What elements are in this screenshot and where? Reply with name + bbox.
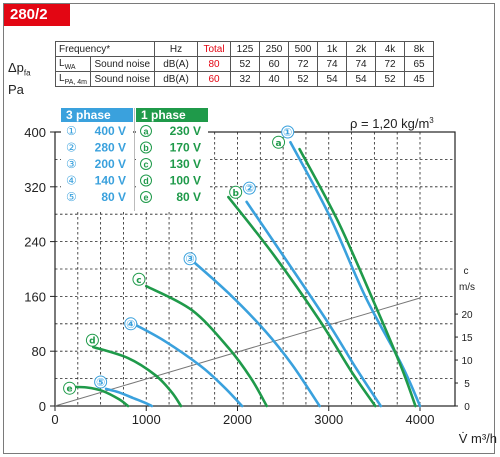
model-badge: 280/2 xyxy=(4,4,70,26)
legend-three-phase-voltage: 280 V xyxy=(95,141,126,155)
series-marker xyxy=(132,272,146,286)
legend-one-phase-header xyxy=(136,108,208,122)
chart-frame xyxy=(3,3,495,454)
series-marker xyxy=(229,185,243,199)
y-tick-label: 320 xyxy=(24,180,46,195)
row-unit: dB(A) xyxy=(154,71,198,87)
x-tick-label: 4000 xyxy=(406,412,435,427)
series-marker xyxy=(94,375,108,389)
x-tick-label: 2000 xyxy=(223,412,252,427)
legend-one-phase-voltage: 230 V xyxy=(170,124,201,138)
legend-three-phase-voltage: 400 V xyxy=(95,124,126,138)
series-curve xyxy=(298,147,417,408)
velocity-tick-label: 15 xyxy=(461,333,473,344)
legend-one-phase-mark: a xyxy=(143,127,149,137)
velocity-line xyxy=(54,297,421,407)
y-tick-label: 80 xyxy=(32,344,46,359)
x-tick-label: 3000 xyxy=(314,412,343,427)
series-label: ③ xyxy=(185,253,194,266)
series-label: ④ xyxy=(126,318,135,331)
series-label: ② xyxy=(245,182,254,195)
series-curve xyxy=(289,140,422,408)
density-note: ρ = 1,20 kg/m3 xyxy=(350,116,434,131)
y-tick-label: 160 xyxy=(24,289,46,304)
legend-three-phase-mark: ③ xyxy=(66,157,77,171)
legend-three-phase-mark: ④ xyxy=(66,174,77,188)
series-marker xyxy=(242,181,256,195)
legend-three-phase-header xyxy=(61,108,133,122)
row-symbol: LPA, 4m xyxy=(54,71,92,87)
legend-one-phase-circle xyxy=(140,174,152,187)
series-label: e xyxy=(67,385,73,395)
velocity-tick-label: 10 xyxy=(461,356,473,367)
velocity-tick-label: 5 xyxy=(464,379,470,390)
series-curve xyxy=(227,195,377,408)
table-header-row: Frequency* Hz Total 125 250 500 1k 2k 4k… xyxy=(55,41,434,57)
sound-noise-table: Frequency* Hz Total 125 250 500 1k 2k 4k… xyxy=(54,41,434,87)
series-curve xyxy=(132,322,244,408)
legend-one-phase-voltage: 80 V xyxy=(176,190,201,204)
series-marker xyxy=(85,333,99,347)
y-tick-label: 0 xyxy=(39,399,46,414)
table-cell: 54 xyxy=(346,71,376,87)
series-curve xyxy=(69,385,130,408)
legend-three-phase-body xyxy=(61,123,133,211)
series-label: d xyxy=(89,337,95,347)
legend-one-phase-title: 1 phase xyxy=(141,108,186,122)
series-curve xyxy=(188,257,321,408)
series-label: c xyxy=(136,276,141,286)
y-tick-label: 240 xyxy=(24,235,46,250)
series-label: ① xyxy=(283,126,292,139)
table-cell: 45 xyxy=(404,71,434,87)
y-axis-label: Δpfa Pa xyxy=(8,60,31,97)
legend-three-phase-voltage: 200 V xyxy=(95,157,126,171)
legend-one-phase-circle xyxy=(140,191,152,203)
velocity-axis-unit: m/s xyxy=(459,282,475,293)
density-unit-exponent: 3 xyxy=(429,116,434,125)
legend-one-phase-circle xyxy=(140,125,152,137)
legend-three-phase-mark: ① xyxy=(66,124,77,138)
series-marker xyxy=(124,317,138,331)
legend-three-phase-mark: ② xyxy=(66,141,77,155)
series-curve xyxy=(144,284,268,408)
series-label: ⑤ xyxy=(96,376,105,389)
legend-one-phase-voltage: 170 V xyxy=(170,141,201,155)
legend-one-phase-mark: e xyxy=(143,193,148,203)
table-cell: 40 xyxy=(259,71,289,87)
velocity-axis-label: c xyxy=(464,266,469,277)
legend-one-phase-mark: c xyxy=(143,160,148,170)
series-curve xyxy=(104,387,154,408)
velocity-tick-label: 0 xyxy=(464,402,470,413)
series-marker xyxy=(281,125,295,139)
series-marker xyxy=(272,135,286,149)
legend-three-phase-mark: ⑤ xyxy=(66,190,77,204)
series-label: b xyxy=(232,189,239,199)
legend-one-phase-mark: b xyxy=(143,143,149,153)
legend-three-phase-voltage: 140 V xyxy=(95,174,126,188)
series-marker xyxy=(183,252,197,266)
series-label: a xyxy=(276,139,282,149)
x-tick-label: 0 xyxy=(51,412,58,427)
legend-three-phase-voltage: 80 V xyxy=(101,190,126,204)
y-tick-label: 400 xyxy=(24,125,46,140)
series-curve xyxy=(92,345,183,408)
velocity-tick-label: 20 xyxy=(461,310,473,321)
x-tick-label: 1000 xyxy=(132,412,161,427)
series-curve xyxy=(245,200,383,408)
row-total: 60 xyxy=(197,71,231,87)
x-axis-label: V̇ m³/h xyxy=(459,431,497,446)
table-row: LPA, 4m Sound noise dB(A) 60 32 40 52 54… xyxy=(54,71,434,87)
legend-one-phase-voltage: 100 V xyxy=(170,174,201,188)
legend-three-phase-title: 3 phase xyxy=(66,108,111,122)
legend-one-phase-mark: d xyxy=(143,176,149,186)
legend-one-phase-circle xyxy=(140,158,152,170)
legend-one-phase-voltage: 130 V xyxy=(170,157,201,171)
series-marker xyxy=(63,381,77,395)
legend-one-phase-circle xyxy=(140,141,152,154)
